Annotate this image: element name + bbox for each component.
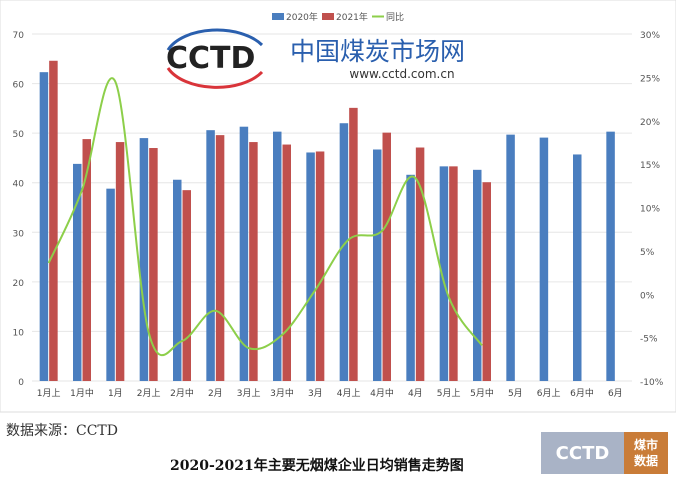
bar-2020: [173, 179, 182, 381]
bar-2020: [306, 152, 315, 381]
y2-tick-label: 5%: [640, 248, 655, 258]
legend-label: 2020年: [286, 11, 318, 23]
y2-tick-label: 30%: [640, 31, 660, 41]
bar-2020: [239, 126, 249, 381]
source-note: 数据来源：CCTD: [6, 423, 118, 439]
legend-swatch: [322, 13, 334, 20]
y2-tick-label: 0%: [640, 291, 655, 301]
badge-line2: 数据: [633, 454, 658, 468]
chart-svg: 0 10 20 30 40 50 60 70 -10% -5% 0% 5% 10% 15% 20% 25% 30…: [0, 0, 676, 413]
bar-2020: [339, 123, 349, 381]
cctd-badge: CCTD 煤市数据: [541, 432, 668, 474]
y-tick-label: 70: [13, 31, 25, 41]
x-tick-label: 6月: [608, 388, 623, 399]
y2-tick-label: 25%: [640, 74, 660, 84]
bar-2020: [573, 154, 582, 381]
badge-logo: CCTD: [541, 432, 624, 474]
bar-2021: [215, 135, 225, 381]
y-tick-label: 60: [13, 81, 25, 91]
x-tick-label: 4月上: [337, 388, 361, 399]
bar-2021: [315, 151, 325, 381]
x-tick-label: 3月: [308, 388, 323, 399]
x-tick-label: 1月: [108, 388, 123, 399]
yoy-line: [47, 77, 483, 357]
watermark-url: www.cctd.com.cn: [349, 67, 454, 81]
bar-2021: [82, 139, 91, 381]
x-tick-label: 1月上: [37, 388, 61, 399]
legend-swatch: [272, 13, 284, 20]
bar-2020: [373, 149, 382, 381]
y2-tick-label: 15%: [640, 161, 660, 171]
y-tick-label: 30: [13, 229, 25, 239]
x-tick-label: 2月上: [137, 388, 161, 399]
bar-2020: [406, 174, 415, 381]
y-tick-label: 50: [13, 130, 25, 140]
bar-2020: [273, 131, 282, 381]
bar-2021: [349, 107, 358, 382]
bar-2020: [439, 166, 449, 381]
bar-2021: [415, 147, 425, 381]
y2-tick-label: 10%: [640, 205, 660, 215]
bar-2021: [249, 142, 258, 381]
bar-2021: [282, 144, 291, 381]
watermark-name: 中国煤炭市场网: [290, 37, 465, 66]
x-tick-label: 6月上: [537, 388, 561, 399]
bar-2020: [139, 138, 149, 381]
watermark-arc-top: [166, 28, 264, 51]
x-tick-label: 3月上: [237, 388, 261, 399]
bar-2021: [149, 148, 158, 381]
legend-label: 2021年: [336, 11, 368, 23]
y-tick-label: 0: [18, 378, 24, 388]
bar-2021: [382, 132, 391, 381]
x-tick-label: 2月中: [170, 387, 194, 399]
watermark-arc-bottom: [166, 67, 264, 89]
y2-tick-label: 20%: [640, 118, 660, 128]
bar-2021: [49, 60, 58, 382]
bar-2020: [539, 137, 549, 381]
chart-caption: 2020-2021年主要无烟煤企业日均销售走势图: [170, 458, 464, 474]
y-tick-label: 20: [13, 279, 25, 289]
bar-2020: [506, 134, 515, 381]
x-tick-label: 3月中: [270, 387, 294, 399]
x-tick-label: 5月上: [437, 388, 461, 399]
bar-2021: [449, 166, 458, 381]
bar-2021: [115, 142, 125, 381]
bar-2020: [39, 72, 49, 382]
x-tick-label: 5月: [508, 388, 523, 399]
bar-2020: [473, 169, 482, 381]
bar-2021: [482, 182, 491, 381]
x-tick-label: 4月: [408, 388, 423, 399]
x-tick-label: 4月中: [370, 387, 394, 399]
bar-2021: [182, 190, 191, 381]
y2-tick-label: -10%: [640, 378, 664, 388]
watermark-logo: CCTD: [166, 41, 255, 76]
y-tick-label: 10: [13, 328, 25, 338]
bar-2020: [106, 188, 115, 381]
legend-label: 同比: [386, 11, 404, 23]
bar-2020: [606, 131, 615, 381]
bar-2020: [206, 130, 215, 381]
y2-tick-label: -5%: [640, 335, 658, 345]
x-tick-label: 1月中: [70, 387, 94, 399]
x-tick-label: 6月中: [570, 387, 594, 399]
bar-2020: [73, 163, 82, 381]
y-tick-label: 40: [13, 180, 25, 190]
x-tick-label: 2月: [208, 388, 223, 399]
x-tick-label: 5月中: [470, 387, 494, 399]
badge-line1: 煤市: [633, 438, 658, 452]
